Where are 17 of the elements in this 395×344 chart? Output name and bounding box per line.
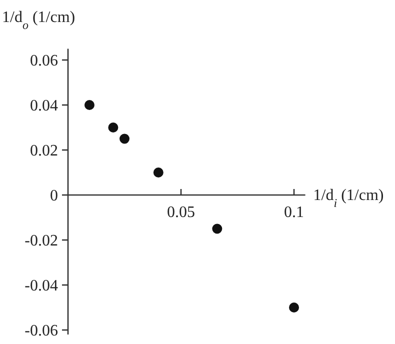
y-tick-label: 0.02: [30, 142, 58, 160]
y-tick-label: 0.04: [30, 98, 58, 115]
y-tick-label: 0.06: [30, 52, 58, 70]
point: [84, 100, 94, 110]
y-tick-label: -0.04: [24, 278, 58, 295]
point: [108, 122, 118, 132]
y-tick-label: -0.06: [24, 322, 58, 340]
point: [120, 134, 130, 144]
point: [212, 224, 222, 234]
x-tick-label: 0.05: [167, 204, 195, 221]
point: [153, 168, 164, 178]
y-tick-label: 0: [50, 188, 58, 205]
y-tick-label: -0.02: [24, 232, 58, 250]
x-tick-label: 0.1: [284, 204, 304, 221]
y-axis-title: 1/d$_{o}$ (1/cm): [2, 9, 76, 32]
point: [289, 302, 299, 312]
x-axis-title: 1/d$_{i}$ (1/cm): [313, 187, 384, 210]
